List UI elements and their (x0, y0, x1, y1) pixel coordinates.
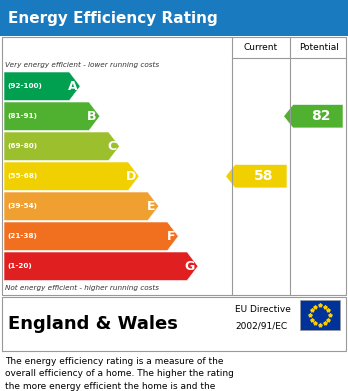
Polygon shape (4, 102, 100, 131)
Text: Very energy efficient - lower running costs: Very energy efficient - lower running co… (5, 62, 159, 68)
Text: C: C (107, 140, 117, 153)
Text: (1-20): (1-20) (7, 263, 32, 269)
Polygon shape (4, 252, 198, 280)
Text: Potential: Potential (299, 43, 339, 52)
Polygon shape (4, 222, 178, 251)
Text: Not energy efficient - higher running costs: Not energy efficient - higher running co… (5, 285, 159, 291)
Text: A: A (68, 80, 77, 93)
Text: F: F (167, 230, 175, 243)
Text: 82: 82 (311, 109, 331, 123)
Text: (21-38): (21-38) (7, 233, 37, 239)
Polygon shape (4, 132, 119, 160)
Text: (92-100): (92-100) (7, 83, 42, 89)
Text: (55-68): (55-68) (7, 173, 37, 179)
Polygon shape (226, 165, 287, 188)
Polygon shape (4, 162, 139, 190)
Text: EU Directive: EU Directive (235, 305, 291, 314)
Text: (69-80): (69-80) (7, 143, 37, 149)
Text: (39-54): (39-54) (7, 203, 37, 209)
Polygon shape (284, 104, 343, 128)
Text: 58: 58 (254, 169, 274, 183)
Bar (2, 297, 346, 351)
Text: E: E (147, 200, 156, 213)
Text: G: G (185, 260, 195, 273)
Bar (300, 300, 340, 330)
Text: (81-91): (81-91) (7, 113, 37, 119)
Text: 2002/91/EC: 2002/91/EC (235, 321, 287, 330)
Bar (2, 37, 346, 295)
Text: Current: Current (244, 43, 278, 52)
Text: Energy Efficiency Rating: Energy Efficiency Rating (8, 11, 218, 25)
Text: B: B (87, 110, 97, 123)
Bar (0, 0, 348, 36)
Polygon shape (4, 72, 80, 100)
Polygon shape (4, 192, 159, 221)
Text: England & Wales: England & Wales (8, 315, 178, 333)
Text: D: D (126, 170, 136, 183)
Text: The energy efficiency rating is a measure of the
overall efficiency of a home. T: The energy efficiency rating is a measur… (5, 357, 234, 391)
